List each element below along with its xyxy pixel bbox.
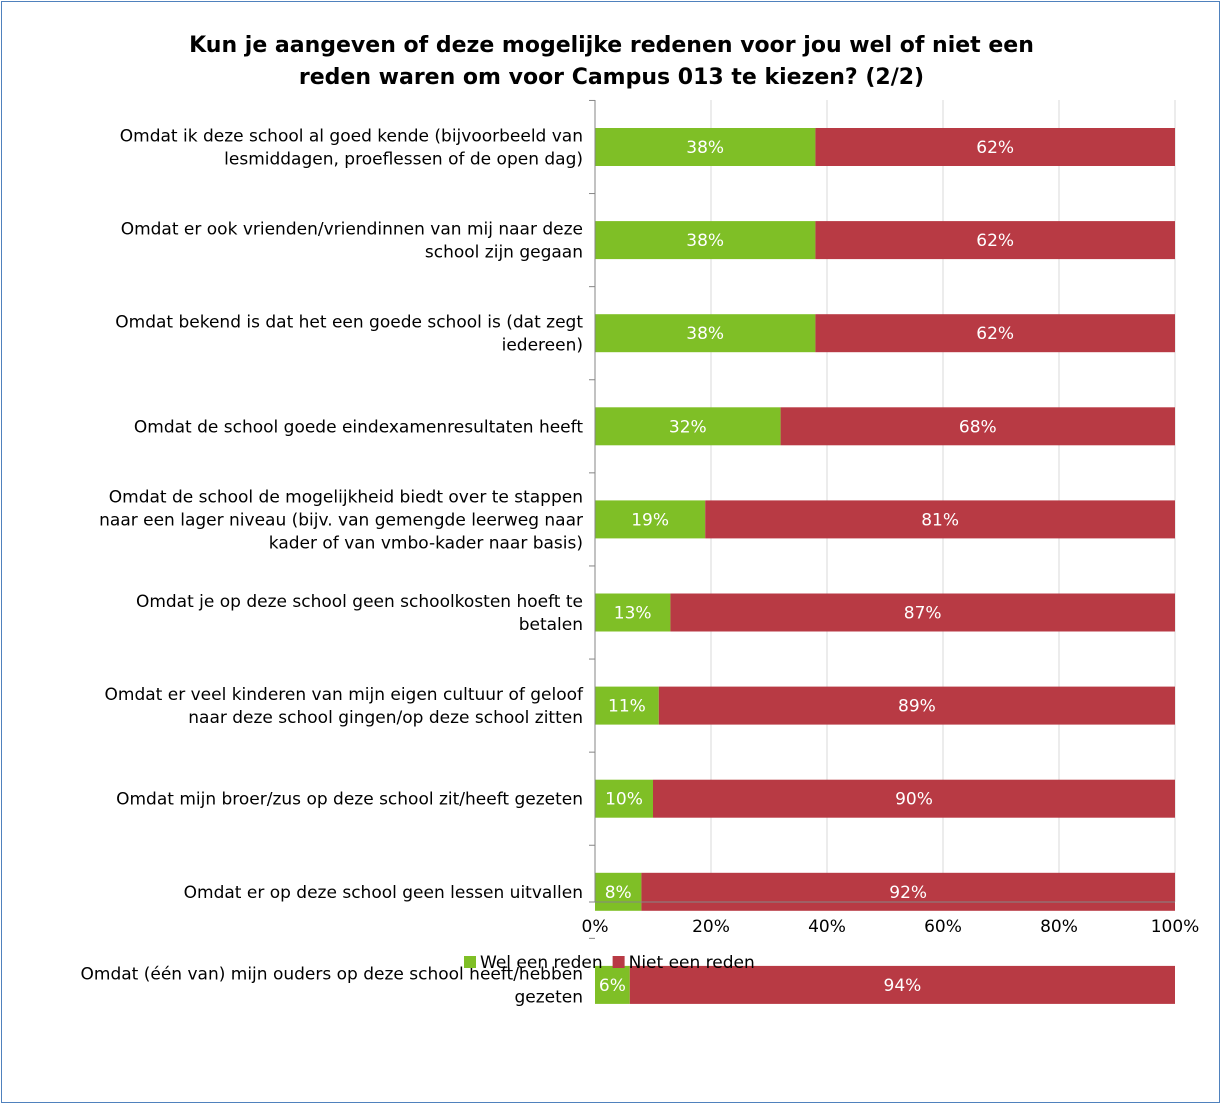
bar-niet-4 <box>780 407 1175 446</box>
bar-wel-2 <box>595 221 816 260</box>
category-label-5-line-1: Omdat de school de mogelijkheid biedt ov… <box>109 487 583 507</box>
bar-wel-3 <box>595 314 816 353</box>
data-label-wel-10: 6% <box>599 976 626 996</box>
bar-wel-10 <box>595 965 630 1004</box>
category-label-6-line-2: betalen <box>519 615 583 635</box>
chart-title: Kun je aangeven of deze mogelijke redene… <box>0 30 1223 94</box>
category-label-6-line-1: Omdat je op deze school geen schoolkoste… <box>136 592 583 612</box>
bar-wel-8 <box>595 779 653 818</box>
x-tick-label-80: 80% <box>1040 917 1078 937</box>
bar-wel-5 <box>595 500 706 539</box>
x-tick-label-0: 0% <box>582 917 609 937</box>
bar-niet-10 <box>629 965 1175 1004</box>
data-label-wel-6: 13% <box>614 604 652 624</box>
chart-title-line-1: Kun je aangeven of deze mogelijke redene… <box>189 33 1034 58</box>
data-label-niet-3: 62% <box>976 324 1014 344</box>
category-label-2-line-1: Omdat er ook vrienden/vriendinnen van mi… <box>121 220 583 240</box>
data-label-niet-2: 62% <box>976 231 1014 251</box>
data-label-wel-8: 10% <box>605 790 643 810</box>
category-label-9-line-1: Omdat er op deze school geen lessen uitv… <box>184 883 583 903</box>
category-label-2-line-2: school zijn gegaan <box>425 243 583 263</box>
x-tick-label-40: 40% <box>808 917 846 937</box>
data-label-wel-5: 19% <box>631 510 669 530</box>
data-label-niet-8: 90% <box>895 790 933 810</box>
data-label-niet-9: 92% <box>889 883 927 903</box>
data-label-niet-7: 89% <box>898 697 936 717</box>
data-label-niet-4: 68% <box>959 417 997 437</box>
category-label-3-line-1: Omdat bekend is dat het een goede school… <box>115 313 583 333</box>
category-label-7-line-2: naar deze school gingen/op deze school z… <box>188 708 583 728</box>
chart-title-line-2: reden waren om voor Campus 013 te kiezen… <box>298 65 925 90</box>
data-label-wel-2: 38% <box>686 231 724 251</box>
category-label-10-line-2: gezeten <box>514 987 583 1007</box>
category-label-7-line-1: Omdat er veel kinderen van mijn eigen cu… <box>105 685 584 705</box>
legend-swatch-niet <box>612 956 625 968</box>
category-label-3-line-2: iedereen) <box>502 336 583 356</box>
legend-label-niet: Niet een reden <box>629 953 755 973</box>
data-label-niet-6: 87% <box>904 604 942 624</box>
category-label-10-line-1: Omdat (één van) mijn ouders op deze scho… <box>81 964 583 984</box>
category-label-4-line-1: Omdat de school goede eindexamenresultat… <box>134 417 583 437</box>
data-label-wel-3: 38% <box>686 324 724 344</box>
bar-niet-6 <box>670 593 1175 632</box>
data-label-wel-7: 11% <box>608 697 646 717</box>
category-label-1-line-1: Omdat ik deze school al goed kende (bijv… <box>120 127 583 147</box>
bar-wel-6 <box>595 593 671 632</box>
data-label-niet-5: 81% <box>921 510 959 530</box>
x-tick-label-100: 100% <box>1151 917 1200 937</box>
bar-niet-7 <box>658 686 1175 725</box>
x-tick-label-20: 20% <box>692 917 730 937</box>
category-label-5-line-3: kader of van vmbo-kader naar basis) <box>269 533 583 553</box>
bar-wel-4 <box>595 407 781 446</box>
bar-niet-3 <box>815 314 1175 353</box>
category-label-5-line-2: naar een lager niveau (bijv. van gemengd… <box>99 510 583 530</box>
bar-wel-1 <box>595 128 816 166</box>
category-label-1-line-2: lesmiddagen, proeflessen of de open dag) <box>224 150 583 170</box>
x-tick-label-60: 60% <box>924 917 962 937</box>
bar-niet-2 <box>815 221 1175 260</box>
category-label-8-line-1: Omdat mijn broer/zus op deze school zit/… <box>116 790 583 810</box>
bar-wel-7 <box>595 686 659 725</box>
legend-swatch-wel <box>464 956 476 968</box>
data-label-wel-4: 32% <box>669 417 707 437</box>
bar-niet-1 <box>815 128 1175 166</box>
bar-niet-9 <box>641 872 1175 911</box>
data-label-wel-1: 38% <box>686 138 724 158</box>
data-label-niet-10: 94% <box>884 976 922 996</box>
legend-label-wel: Wel een reden <box>480 953 603 973</box>
bar-niet-5 <box>705 500 1175 539</box>
bar-wel-9 <box>595 872 642 911</box>
data-label-wel-9: 8% <box>605 883 632 903</box>
bar-niet-8 <box>653 779 1175 818</box>
data-label-niet-1: 62% <box>976 138 1014 158</box>
